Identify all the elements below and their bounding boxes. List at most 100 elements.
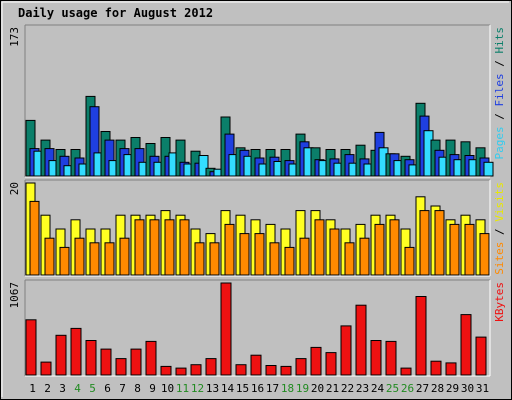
- bar-pages-day-12: [198, 155, 209, 177]
- x-tick-label: 30: [461, 382, 474, 395]
- bar-kbytes-day-24: [370, 340, 382, 376]
- bar-sites-day-1: [29, 200, 40, 276]
- bar-sites-day-10: [164, 219, 175, 276]
- bar-kbytes-day-31: [475, 336, 487, 376]
- bar-kbytes-day-21: [325, 352, 337, 376]
- x-tick-label: 12: [191, 382, 204, 395]
- x-tick-label: 11: [176, 382, 189, 395]
- x-tick-label: 14: [221, 382, 235, 395]
- bar-kbytes-day-1: [25, 319, 37, 376]
- bar-kbytes-day-6: [100, 348, 112, 376]
- bar-sites-day-9: [149, 219, 160, 276]
- bar-sites-day-30: [464, 223, 475, 276]
- bar-sites-day-5: [89, 242, 100, 276]
- bar-kbytes-day-8: [130, 348, 142, 376]
- bar-kbytes-day-16: [250, 354, 262, 376]
- bar-kbytes-day-26: [400, 367, 412, 376]
- x-tick-label: 26: [401, 382, 414, 395]
- bar-sites-day-18: [284, 246, 295, 276]
- x-tick-label: 25: [386, 382, 399, 395]
- x-tick-label: 29: [446, 382, 459, 395]
- bar-sites-day-26: [404, 246, 415, 276]
- ymax-label: 1067: [8, 282, 21, 309]
- bar-kbytes-day-22: [340, 325, 352, 376]
- x-axis: 1 2 3 4 5 6 7 8 9 10 11 12 13 14 15 16 17 18 19 20 21 22 23 24 2…: [29, 382, 489, 395]
- bar-kbytes-day-14: [220, 282, 232, 376]
- bar-sites-day-19: [299, 237, 310, 276]
- x-tick-label: 3: [59, 382, 66, 395]
- x-tick-label: 28: [431, 382, 444, 395]
- panel-hits-files-pages: 173 Pages / Files / Hits: [8, 24, 506, 178]
- x-tick-label: 1: [29, 382, 36, 395]
- bar-kbytes-day-11: [175, 367, 187, 376]
- bar-sites-day-6: [104, 242, 115, 276]
- x-tick-label: 18: [281, 382, 294, 395]
- x-tick-label: 20: [311, 382, 324, 395]
- bar-kbytes-day-4: [70, 327, 82, 376]
- bar-sites-day-13: [209, 242, 220, 276]
- x-tick-label: 17: [266, 382, 279, 395]
- bar-sites-day-14: [224, 223, 235, 276]
- bar-sites-day-7: [119, 237, 130, 276]
- bar-kbytes-day-30: [460, 314, 472, 376]
- bar-sites-day-15: [239, 233, 250, 276]
- x-tick-label: 2: [44, 382, 51, 395]
- ymax-label: 20: [8, 182, 21, 195]
- legend-part: Files: [493, 73, 506, 106]
- bar-kbytes-day-25: [385, 340, 397, 376]
- legend-part: Sites: [493, 242, 506, 275]
- bar-kbytes-day-27: [415, 296, 427, 376]
- series-legend-label: Sites / Visits: [493, 182, 506, 275]
- legend-part: Hits: [493, 27, 506, 54]
- legend-part: KBytes: [493, 282, 506, 322]
- bar-kbytes-day-19: [295, 358, 307, 376]
- bar-sites-day-23: [359, 237, 370, 276]
- x-tick-label: 15: [236, 382, 249, 395]
- x-tick-label: 23: [356, 382, 369, 395]
- bar-sites-day-2: [44, 237, 55, 276]
- bar-kbytes-day-20: [310, 346, 322, 376]
- legend-part: /: [493, 222, 506, 242]
- bar-sites-day-4: [74, 237, 85, 276]
- bar-kbytes-day-10: [160, 365, 172, 376]
- bar-sites-day-25: [389, 219, 400, 276]
- x-tick-label: 4: [74, 382, 81, 395]
- x-tick-label: 19: [296, 382, 309, 395]
- bar-sites-day-12: [194, 242, 205, 276]
- x-tick-label: 10: [161, 382, 174, 395]
- x-tick-label: 7: [119, 382, 126, 395]
- legend-part: Visits: [493, 182, 506, 222]
- bar-kbytes-day-3: [55, 334, 67, 376]
- x-tick-label: 22: [341, 382, 354, 395]
- bar-kbytes-day-23: [355, 304, 367, 376]
- bar-kbytes-day-29: [445, 362, 457, 376]
- legend-part: /: [493, 107, 506, 127]
- legend-part: Pages: [493, 126, 506, 159]
- bar-kbytes-day-17: [265, 365, 277, 376]
- bar-kbytes-day-2: [40, 361, 52, 376]
- panel-visits-sites: 20 Sites / Visits: [8, 179, 506, 277]
- bar-sites-day-16: [254, 233, 265, 276]
- bar-sites-day-11: [179, 219, 190, 276]
- x-tick-label: 21: [326, 382, 339, 395]
- bar-sites-day-28: [434, 210, 445, 276]
- bar-sites-day-20: [314, 219, 325, 276]
- bar-kbytes-day-9: [145, 340, 157, 376]
- x-tick-label: 13: [206, 382, 219, 395]
- bar-pages-day-31: [483, 161, 494, 177]
- x-tick-label: 24: [371, 382, 385, 395]
- bar-kbytes-day-28: [430, 360, 442, 376]
- bar-kbytes-day-13: [205, 358, 217, 376]
- bar-sites-day-27: [419, 210, 430, 276]
- x-tick-label: 6: [104, 382, 111, 395]
- ymax-label: 173: [8, 27, 21, 47]
- bar-sites-day-17: [269, 242, 280, 276]
- bar-kbytes-day-18: [280, 365, 292, 376]
- legend-part: /: [493, 54, 506, 74]
- x-tick-label: 27: [416, 382, 429, 395]
- bar-sites-day-21: [329, 228, 340, 276]
- chart-title: Daily usage for August 2012: [18, 6, 213, 20]
- series-legend-label: KBytes: [493, 282, 506, 322]
- bar-kbytes-day-7: [115, 358, 127, 376]
